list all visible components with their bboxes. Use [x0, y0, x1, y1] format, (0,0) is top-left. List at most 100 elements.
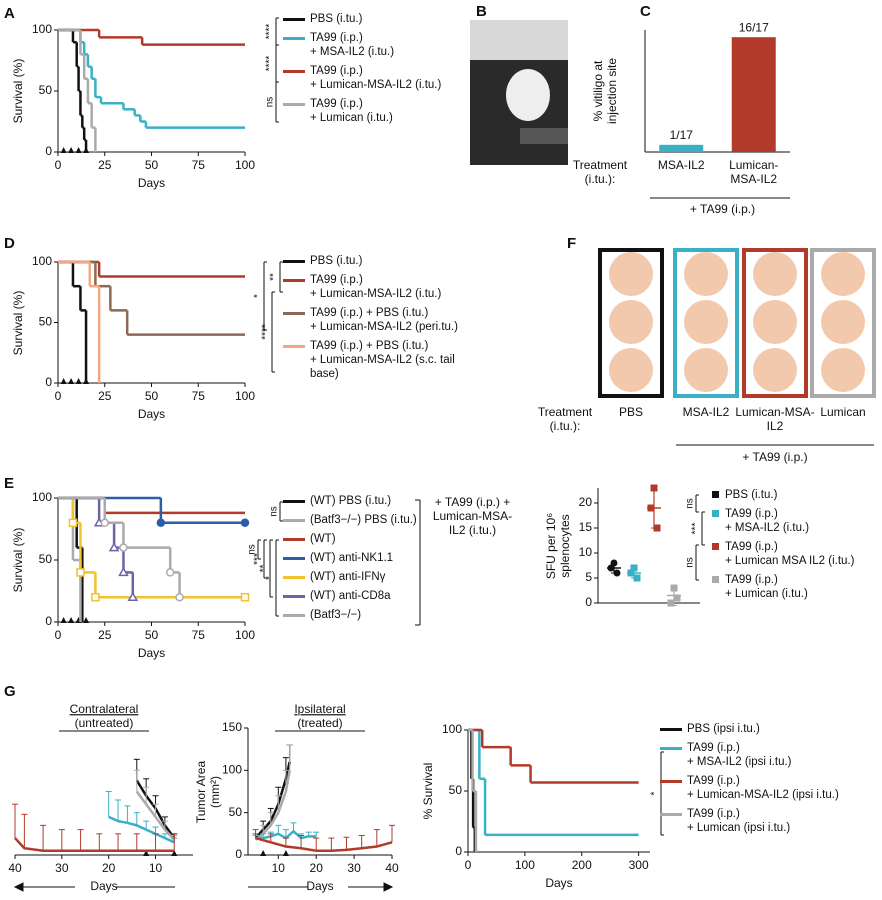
value-label: 1/17	[670, 128, 694, 142]
legend-entry: (WT) PBS (i.tu.)	[283, 494, 473, 508]
well-label: PBS	[618, 405, 643, 419]
well-label: MSA-IL2	[682, 405, 730, 419]
point-marker	[165, 568, 175, 577]
panel-subtitle: (untreated)	[75, 716, 134, 730]
legend-swatch	[283, 576, 305, 579]
sig-label: ***	[691, 523, 702, 535]
legend-entry: TA99 (i.p.) + Lumican (i.tu.)	[712, 573, 882, 601]
legend: PBS (ipsi i.tu.) TA99 (i.p.) + MSA-IL2 (i…	[660, 722, 850, 840]
category-label: MSA-IL2	[657, 158, 705, 172]
legend-label: TA99 (i.p.) + Lumican (i.tu.)	[725, 574, 808, 600]
legend-label: TA99 (i.p.) + MSA-IL2 (i.tu.)	[310, 32, 395, 58]
x-axis-label: Days	[90, 879, 117, 893]
legend-label: (WT) anti-CD8a	[310, 590, 391, 602]
point-marker	[240, 592, 250, 602]
legend-label: TA99 (i.p.) + Lumican-MSA-IL2 (i.tu.)	[310, 274, 442, 300]
panel-label: G	[4, 683, 16, 700]
group-label: + TA99 (i.p.)	[742, 450, 807, 464]
well	[821, 348, 865, 392]
y-tick-label: 0	[455, 844, 462, 858]
legend-label: PBS (ipsi i.tu.)	[687, 723, 760, 735]
sig-label: ****	[261, 324, 272, 340]
x-tick-label: 20	[102, 861, 116, 875]
legend-swatch	[283, 538, 305, 541]
legend-label: (WT)	[310, 533, 336, 545]
x-tick-label: 50	[145, 628, 159, 642]
y-axis-label: Survival (%)	[11, 290, 25, 355]
legend-entry: PBS (i.tu.)	[283, 12, 473, 26]
dosing-marker	[68, 378, 75, 384]
well	[753, 348, 797, 392]
well	[609, 252, 653, 296]
panel-subtitle: (treated)	[297, 716, 342, 730]
point-marker	[156, 518, 166, 528]
legend-label: (WT) PBS (i.tu.)	[310, 495, 392, 507]
legend-label: TA99 (i.p.) + PBS (i.tu.) + Lumican-MSA-…	[310, 307, 458, 333]
tumor-line	[14, 837, 175, 853]
legend-label: PBS (i.tu.)	[725, 489, 778, 501]
legend-swatch	[283, 18, 305, 21]
y-tick-label: 5	[585, 570, 592, 584]
legend-entry: TA99 (i.p.) + Lumican-MSA-IL2 (i.tu.)	[283, 273, 473, 301]
legend-entry: (Batf3−/−) PBS (i.tu.)	[283, 513, 473, 527]
y-axis-label: % vitiligo at injection site	[591, 57, 619, 125]
legend-label: (Batf3−/−)	[310, 609, 362, 621]
legend-label: TA99 (i.p.) + MSA-IL2 (i.tu.)	[725, 508, 810, 534]
group-label: + TA99 (i.p.) + Lumican-MSA-IL2 (i.tu.)	[432, 495, 513, 537]
panel-label: F	[567, 235, 576, 252]
x-tick-label: 100	[235, 389, 255, 403]
point-marker	[108, 542, 120, 552]
x-tick-label: 25	[98, 389, 112, 403]
panel-title: Contralateral	[70, 702, 139, 716]
legend: PBS (i.tu.) TA99 (i.p.) + Lumican-MSA-IL2…	[283, 254, 473, 386]
point-marker	[240, 518, 250, 528]
arrow-head	[13, 882, 24, 892]
dosing-marker	[282, 850, 289, 856]
y-axis-label: Survival (%)	[11, 58, 25, 124]
point-marker	[76, 568, 85, 577]
y-tick-label: 50	[39, 315, 53, 329]
well	[684, 300, 728, 344]
sig-label: ns	[269, 506, 280, 517]
legend-entry: TA99 (i.p.) + Lumican MSA IL2 (i.tu.)	[712, 540, 882, 568]
panel-label: B	[476, 3, 487, 20]
sig-label: ns	[265, 97, 276, 108]
point-marker	[119, 543, 128, 552]
point-marker	[127, 591, 139, 601]
legend: PBS (i.tu.) TA99 (i.p.) + MSA-IL2 (i.tu.)…	[712, 488, 882, 606]
sig-label: *	[265, 576, 276, 580]
legend-entry: TA99 (i.p.) + MSA-IL2 (i.tu.)	[712, 507, 882, 535]
x-axis-label: Days	[138, 407, 165, 421]
x-tick-label: 40	[8, 861, 22, 875]
legend-label: TA99 (i.p.) + PBS (i.tu.) + Lumican-MSA-…	[310, 340, 455, 380]
legend-entry: TA99 (i.p.) + Lumican-MSA-IL2 (i.tu.)	[283, 64, 473, 92]
legend-entry: TA99 (i.p.) + PBS (i.tu.) + Lumican-MSA-…	[283, 306, 473, 334]
tumor-line	[254, 770, 291, 841]
x-tick-label: 50	[145, 389, 159, 403]
legend-entry: (Batf3−/−)	[283, 608, 473, 622]
point-marker	[118, 566, 129, 577]
y-tick-label: 50	[229, 805, 243, 819]
x-tick-label: 50	[145, 158, 159, 172]
dosing-marker	[75, 378, 82, 384]
y-tick-label: 0	[45, 144, 52, 158]
x-tick-label: 0	[55, 389, 62, 403]
x-tick-label: 100	[235, 628, 255, 642]
legend-entry: PBS (i.tu.)	[283, 254, 473, 268]
tumor-line	[254, 761, 291, 839]
legend-swatch	[283, 279, 305, 282]
panel-label: C	[640, 3, 651, 20]
legend-swatch	[283, 519, 305, 522]
x-tick-label: 25	[98, 628, 112, 642]
y-tick-label: 50	[39, 552, 53, 566]
y-tick-label: 100	[442, 722, 462, 736]
legend-swatch	[712, 576, 719, 583]
legend-entry: TA99 (i.p.) + Lumican (ipsi i.tu.)	[660, 807, 850, 835]
panel-label: D	[4, 235, 15, 252]
legend-label: TA99 (i.p.) + Lumican-MSA-IL2 (ipsi i.tu…	[687, 775, 839, 801]
photo-b	[470, 20, 568, 165]
dosing-marker	[75, 147, 82, 153]
dosing-marker	[68, 617, 75, 623]
